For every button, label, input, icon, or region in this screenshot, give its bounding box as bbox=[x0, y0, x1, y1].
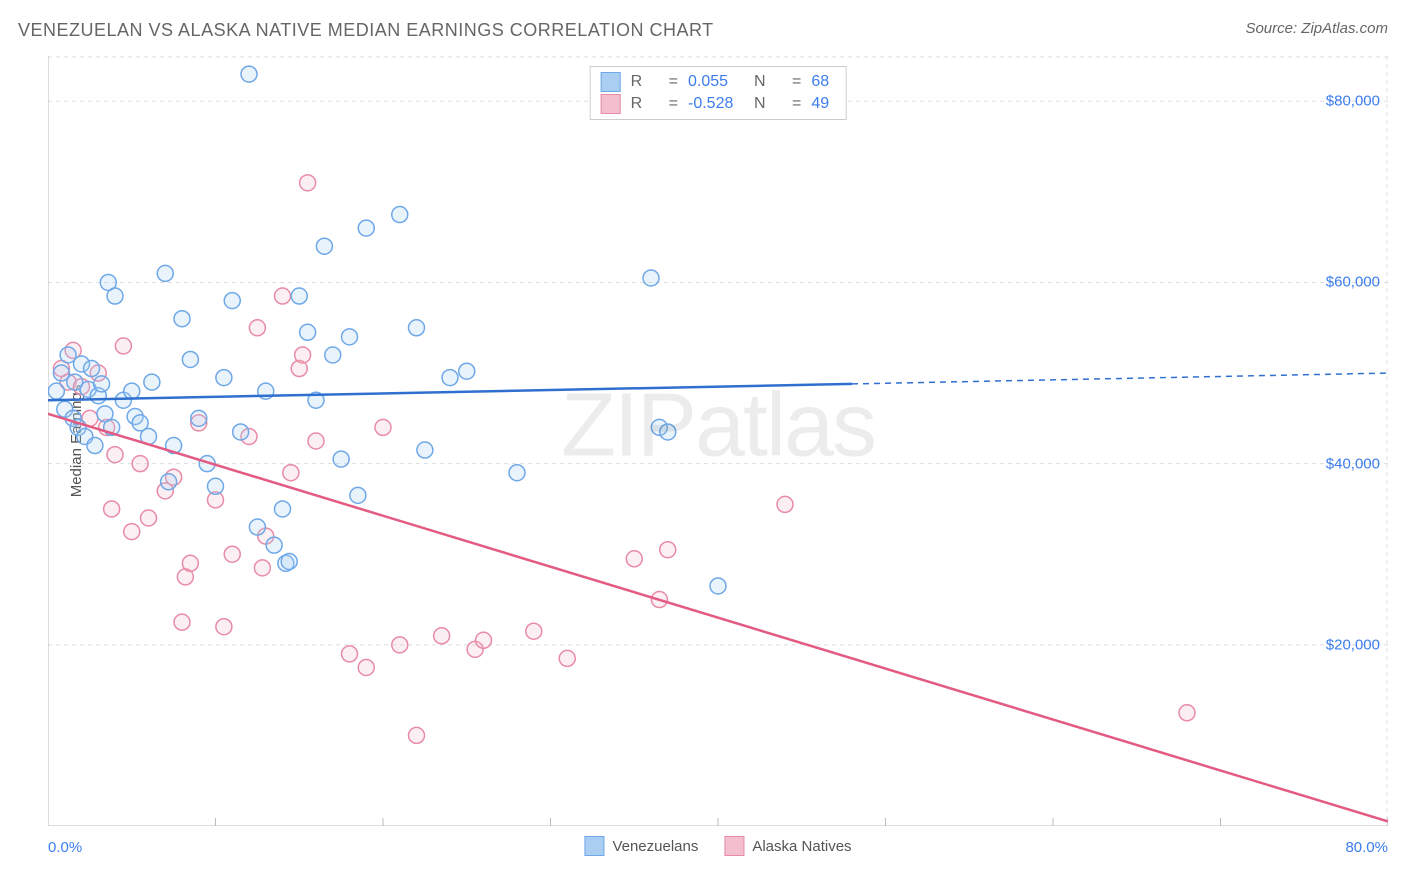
correlation-row-2: R = -0.528 N = 49 bbox=[601, 93, 836, 115]
chart-title: VENEZUELAN VS ALASKA NATIVE MEDIAN EARNI… bbox=[18, 20, 714, 41]
n-label: N bbox=[754, 95, 782, 113]
equals-sign: = bbox=[669, 95, 678, 113]
y-tick-label: $60,000 bbox=[1326, 274, 1380, 291]
r-label: R bbox=[631, 95, 659, 113]
equals-sign: = bbox=[792, 95, 801, 113]
r-value-1: 0.055 bbox=[688, 73, 744, 91]
swatch-venezuelans-icon bbox=[601, 72, 621, 92]
y-tick-label: $40,000 bbox=[1326, 455, 1380, 472]
source-attribution: Source: ZipAtlas.com bbox=[1245, 20, 1388, 37]
legend-item-venezuelans: Venezuelans bbox=[584, 836, 698, 856]
x-axis-min: 0.0% bbox=[48, 839, 82, 856]
swatch-alaska-icon bbox=[724, 836, 744, 856]
y-tick-label: $20,000 bbox=[1326, 636, 1380, 653]
equals-sign: = bbox=[669, 73, 678, 91]
swatch-venezuelans-icon bbox=[584, 836, 604, 856]
n-value-1: 68 bbox=[811, 73, 835, 91]
legend-item-alaska: Alaska Natives bbox=[724, 836, 851, 856]
correlation-legend: R = 0.055 N = 68 R = -0.528 N = 49 bbox=[590, 66, 847, 120]
swatch-alaska-icon bbox=[601, 94, 621, 114]
equals-sign: = bbox=[792, 73, 801, 91]
chart-container: Median Earnings ZIPatlas R = 0.055 N = 6… bbox=[48, 56, 1388, 826]
y-tick-label: $80,000 bbox=[1326, 93, 1380, 110]
x-axis-max: 80.0% bbox=[1345, 839, 1388, 856]
correlation-row-1: R = 0.055 N = 68 bbox=[601, 71, 836, 93]
n-value-2: 49 bbox=[811, 95, 835, 113]
legend-label: Venezuelans bbox=[612, 838, 698, 855]
scatter-plot bbox=[48, 56, 1388, 826]
n-label: N bbox=[754, 73, 782, 91]
r-value-2: -0.528 bbox=[688, 95, 744, 113]
series-legend: Venezuelans Alaska Natives bbox=[584, 836, 851, 856]
r-label: R bbox=[631, 73, 659, 91]
legend-label: Alaska Natives bbox=[752, 838, 851, 855]
